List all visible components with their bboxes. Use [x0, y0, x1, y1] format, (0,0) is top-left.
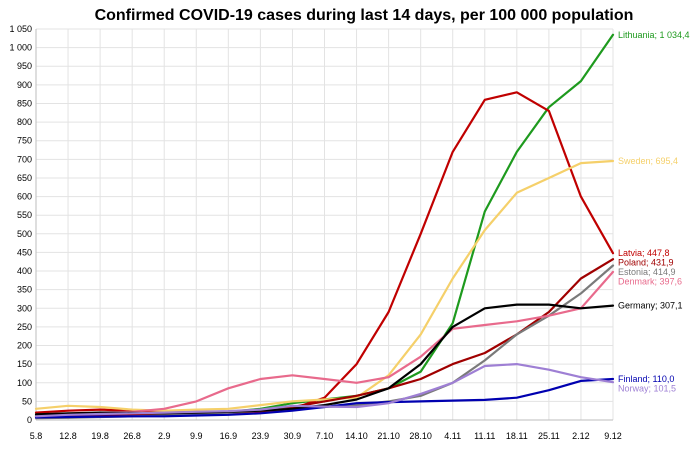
- y-tick-label: 700: [17, 154, 32, 164]
- x-tick-label: 11.11: [474, 431, 495, 441]
- x-tick-label: 7.10: [316, 431, 334, 441]
- y-tick-label: 650: [17, 173, 32, 183]
- y-tick-label: 0: [27, 415, 32, 425]
- x-tick-label: 16.9: [220, 431, 238, 441]
- y-axis: 0 50 100 150 200 250 300 350 400 450 500 550 600 650 7…: [9, 24, 32, 425]
- series-end-label: Norway; 101,5: [618, 384, 676, 394]
- x-tick-label: 28.10: [409, 431, 432, 441]
- series-end-label: Germany; 307,1: [618, 301, 683, 311]
- y-tick-label: 750: [17, 136, 32, 146]
- y-tick-label: 150: [17, 359, 32, 369]
- x-tick-label: 21.10: [377, 431, 400, 441]
- series-end-label: Finland; 110,0: [618, 374, 674, 384]
- x-tick-label: 9.12: [604, 431, 622, 441]
- series-lines: [34, 33, 615, 420]
- y-tick-label: 300: [17, 303, 32, 313]
- y-tick-label: 600: [17, 192, 32, 202]
- x-tick-label: 23.9: [252, 431, 270, 441]
- y-tick-label: 1 050: [9, 24, 32, 34]
- x-tick-label: 30.9: [284, 431, 302, 441]
- x-tick-label: 26.8: [123, 431, 141, 441]
- y-tick-label: 550: [17, 210, 32, 220]
- series-line: [34, 159, 615, 412]
- x-tick-label: 4.11: [444, 431, 461, 441]
- x-tick-label: 19.8: [91, 431, 109, 441]
- series-end-label: Estonia; 414,9: [618, 267, 676, 277]
- series-end-label: Lithuania; 1 034,4: [618, 30, 690, 40]
- grid: [35, 28, 614, 421]
- series-end-label: Latvia; 447,8: [618, 248, 670, 258]
- y-tick-label: 500: [17, 229, 32, 239]
- y-tick-label: 200: [17, 341, 32, 351]
- x-axis: 5.8 12.8 19.8 26.8 2.9 9.9 16.9 23.9 30.9 7.10 14.…: [30, 431, 622, 441]
- y-tick-label: 400: [17, 266, 32, 276]
- y-tick-label: 900: [17, 80, 32, 90]
- series-end-label: Denmark; 397,6: [618, 277, 682, 287]
- y-tick-label: 800: [17, 117, 32, 127]
- series-line: [34, 363, 615, 418]
- y-tick-label: 350: [17, 285, 32, 295]
- y-tick-label: 950: [17, 61, 32, 71]
- x-tick-label: 2.12: [572, 431, 590, 441]
- y-tick-label: 250: [17, 322, 32, 332]
- x-tick-label: 25.11: [538, 431, 560, 441]
- series-end-label: Sweden; 695,4: [618, 156, 678, 166]
- y-tick-label: 50: [22, 396, 32, 406]
- x-tick-label: 12.8: [59, 431, 77, 441]
- chart-title: Confirmed COVID-19 cases during last 14 …: [95, 7, 634, 24]
- y-tick-label: 850: [17, 98, 32, 108]
- y-tick-label: 100: [17, 378, 32, 388]
- series-end-label: Poland; 431,9: [618, 258, 674, 268]
- x-tick-label: 5.8: [30, 431, 43, 441]
- series-labels: Lithuania; 1 034,4 Latvia; 447,8 Sweden; 6…: [618, 30, 690, 394]
- x-tick-label: 14.10: [345, 431, 368, 441]
- x-tick-label: 2.9: [158, 431, 171, 441]
- x-tick-label: 9.9: [190, 431, 203, 441]
- y-tick-label: 1 000: [9, 43, 32, 53]
- x-tick-label: 18.11: [506, 431, 528, 441]
- y-tick-label: 450: [17, 247, 32, 257]
